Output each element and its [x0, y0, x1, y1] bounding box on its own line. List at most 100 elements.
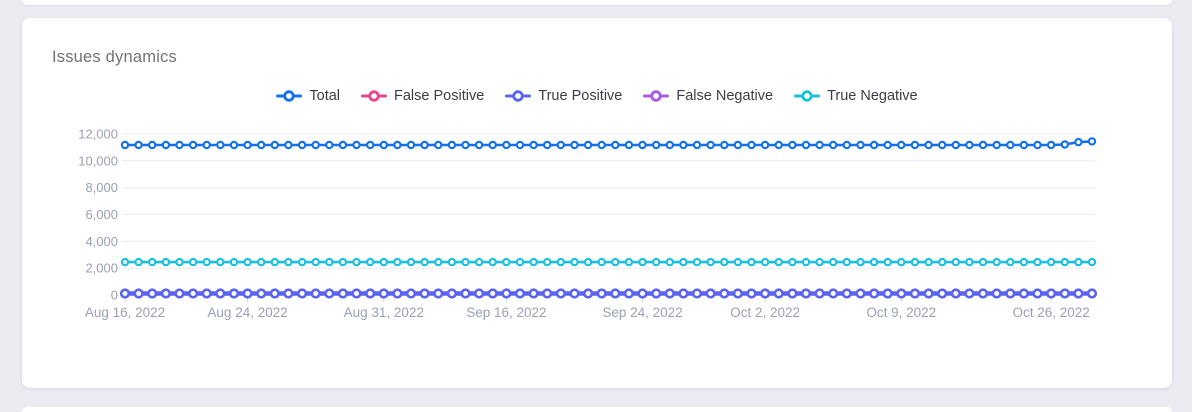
data-point-marker[interactable] [965, 140, 974, 150]
data-point-marker[interactable] [978, 257, 988, 267]
data-point-marker[interactable] [760, 140, 770, 150]
data-point-marker[interactable] [175, 257, 184, 267]
data-point-marker[interactable] [120, 257, 130, 267]
data-point-marker[interactable] [1006, 140, 1015, 150]
data-point-marker[interactable] [924, 257, 933, 267]
data-point-marker[interactable] [188, 257, 198, 267]
data-point-marker[interactable] [652, 140, 661, 150]
legend-item-false-negative[interactable]: False Negative [643, 88, 773, 104]
data-point-marker[interactable] [624, 140, 634, 150]
data-point-marker[interactable] [325, 140, 334, 150]
data-point-marker[interactable] [1060, 140, 1070, 149]
data-point-marker[interactable] [1087, 257, 1097, 267]
data-point-marker[interactable] [720, 257, 729, 267]
data-point-marker[interactable] [923, 288, 934, 299]
data-point-marker[interactable] [1074, 257, 1083, 267]
data-point-marker[interactable] [556, 140, 566, 150]
data-point-marker[interactable] [447, 140, 457, 150]
data-point-marker[interactable] [270, 257, 279, 267]
data-point-marker[interactable] [434, 257, 443, 267]
data-point-marker[interactable] [433, 288, 444, 299]
data-point-marker[interactable] [883, 140, 892, 150]
data-point-marker[interactable] [338, 140, 348, 150]
data-point-marker[interactable] [788, 257, 797, 267]
data-point-marker[interactable] [420, 140, 429, 150]
data-point-marker[interactable] [242, 288, 253, 299]
data-point-marker[interactable] [229, 257, 239, 267]
data-point-marker[interactable] [188, 288, 199, 299]
data-point-marker[interactable] [800, 288, 812, 299]
data-point-marker[interactable] [419, 288, 430, 299]
data-point-marker[interactable] [284, 257, 293, 267]
data-point-marker[interactable] [488, 140, 497, 150]
data-point-marker[interactable] [379, 257, 388, 267]
data-point-marker[interactable] [188, 140, 198, 150]
data-point-marker[interactable] [1032, 288, 1043, 299]
data-point-marker[interactable] [570, 140, 579, 150]
data-point-marker[interactable] [570, 257, 579, 267]
data-point-marker[interactable] [243, 257, 252, 267]
data-point-marker[interactable] [705, 288, 716, 299]
data-point-marker[interactable] [461, 140, 470, 150]
data-point-marker[interactable] [652, 257, 661, 267]
data-point-marker[interactable] [1086, 288, 1098, 299]
data-point-marker[interactable] [951, 140, 961, 150]
data-point-marker[interactable] [529, 140, 538, 150]
data-point-marker[interactable] [692, 140, 702, 150]
data-point-marker[interactable] [610, 288, 621, 299]
data-point-marker[interactable] [691, 288, 703, 299]
data-point-marker[interactable] [175, 140, 184, 150]
data-point-marker[interactable] [746, 288, 757, 299]
data-point-marker[interactable] [815, 140, 824, 150]
data-point-marker[interactable] [1018, 288, 1030, 299]
data-point-marker[interactable] [856, 140, 865, 150]
data-point-marker[interactable] [338, 257, 348, 267]
data-point-marker[interactable] [679, 257, 688, 267]
data-point-marker[interactable] [1046, 140, 1056, 150]
data-point-marker[interactable] [1074, 137, 1083, 147]
data-point-marker[interactable] [310, 288, 321, 299]
data-point-marker[interactable] [366, 140, 375, 150]
data-point-marker[interactable] [352, 140, 361, 150]
data-point-marker[interactable] [720, 140, 729, 150]
data-point-marker[interactable] [596, 288, 607, 299]
data-point-marker[interactable] [1087, 137, 1097, 146]
data-point-marker[interactable] [951, 257, 961, 267]
series-true-negative[interactable] [120, 257, 1097, 267]
data-point-marker[interactable] [325, 257, 334, 267]
data-point-marker[interactable] [1073, 288, 1084, 299]
data-point-marker[interactable] [161, 257, 171, 267]
data-point-marker[interactable] [760, 257, 770, 267]
data-point-marker[interactable] [856, 257, 865, 267]
data-point-marker[interactable] [869, 140, 879, 150]
data-point-marker[interactable] [1005, 288, 1016, 299]
data-point-marker[interactable] [1059, 288, 1070, 299]
data-point-marker[interactable] [882, 288, 893, 299]
data-point-marker[interactable] [543, 257, 552, 267]
data-point-marker[interactable] [801, 140, 811, 150]
data-point-marker[interactable] [514, 288, 526, 299]
data-point-marker[interactable] [542, 288, 553, 299]
data-point-marker[interactable] [582, 288, 594, 299]
data-point-marker[interactable] [759, 288, 771, 299]
data-point-marker[interactable] [555, 288, 566, 299]
legend-item-true-positive[interactable]: True Positive [505, 88, 622, 104]
data-point-marker[interactable] [897, 140, 906, 150]
data-point-marker[interactable] [556, 257, 566, 267]
data-point-marker[interactable] [638, 140, 647, 150]
data-point-marker[interactable] [679, 140, 688, 150]
data-point-marker[interactable] [434, 140, 443, 150]
data-point-marker[interactable] [623, 288, 635, 299]
data-point-marker[interactable] [270, 140, 279, 150]
data-point-marker[interactable] [950, 288, 961, 299]
data-point-marker[interactable] [992, 140, 1001, 150]
data-point-marker[interactable] [868, 288, 880, 299]
data-point-marker[interactable] [366, 257, 375, 267]
data-point-marker[interactable] [120, 140, 130, 150]
data-point-marker[interactable] [773, 288, 784, 299]
data-point-marker[interactable] [597, 140, 606, 150]
data-point-marker[interactable] [977, 288, 989, 299]
data-point-marker[interactable] [1033, 140, 1042, 150]
data-point-marker[interactable] [406, 257, 416, 267]
data-point-marker[interactable] [1060, 257, 1070, 267]
